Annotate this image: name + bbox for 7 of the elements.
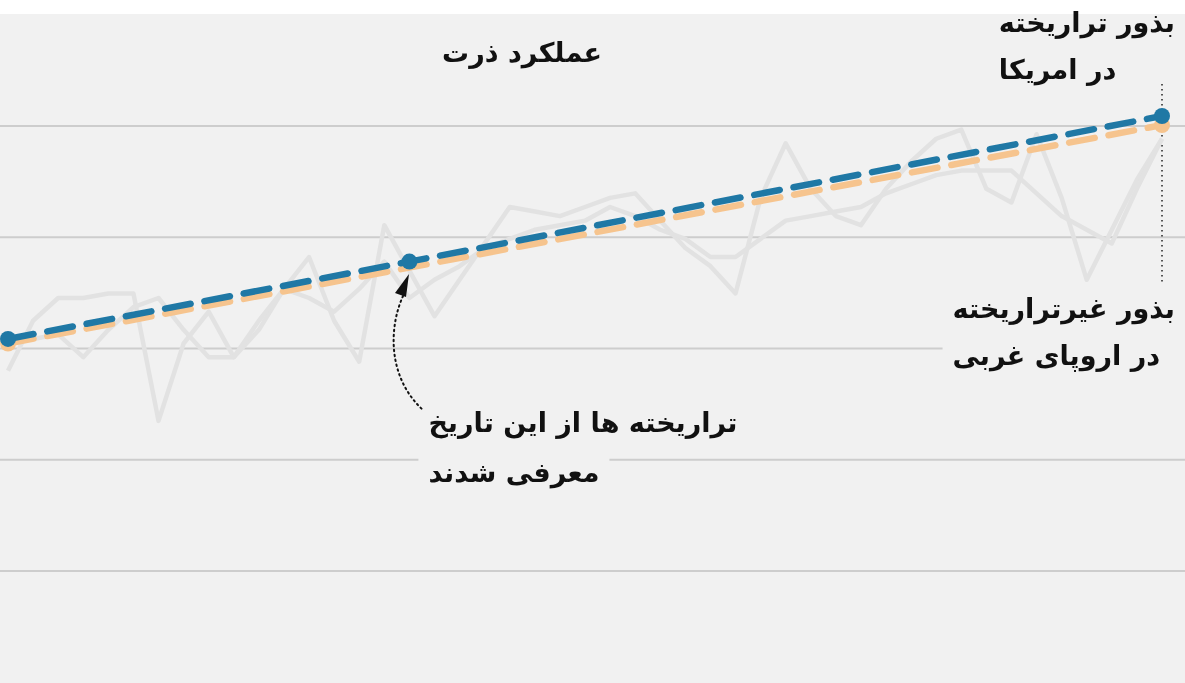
annotation: تراریخته ها از این تاریخ معرفی شدند: [428, 406, 738, 489]
chart-title: عملکرد ذرت: [442, 37, 602, 70]
point: [1154, 108, 1170, 124]
series-label: بذور تراریخته در امریکا: [998, 7, 1175, 87]
text: بذور غیرتراریخته در اروپای غربی: [952, 293, 1176, 373]
point: [0, 330, 16, 347]
point: [401, 253, 418, 270]
